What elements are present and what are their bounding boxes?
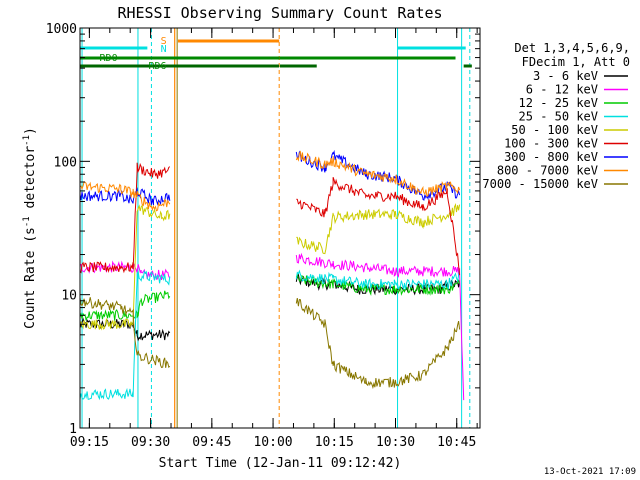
flag-label-n: N xyxy=(161,44,167,55)
legend-label-5: 100 - 300 keV xyxy=(504,137,598,151)
legend-label-7: 800 - 7000 keV xyxy=(497,164,598,178)
series-line-8 xyxy=(79,297,461,390)
series-line-3 xyxy=(79,269,461,401)
y-tick-label-3: 1000 xyxy=(46,22,77,37)
y-axis-label-sup-2: -1 xyxy=(22,135,32,146)
legend-label-4: 50 - 100 keV xyxy=(511,123,598,137)
date-stamp: 13-Oct-2021 17:09 xyxy=(544,467,636,477)
x-tick-label-3: 10:00 xyxy=(253,435,292,450)
y-axis-label: Count Rate (s-1 detector-1) xyxy=(22,127,38,329)
legend-label-6: 300 - 800 keV xyxy=(504,150,598,164)
series-layer xyxy=(79,149,465,401)
series-line-4 xyxy=(79,202,461,331)
legend: Det 1,3,4,5,6,9, FDecim 1, Att 0 3 - 6 k… xyxy=(482,41,630,191)
y-axis-label-main: Count Rate (s xyxy=(23,227,38,329)
y-axis-label-sup-1: -1 xyxy=(22,216,32,227)
legend-header-2: FDecim 1, Att 0 xyxy=(522,55,630,69)
legend-label-8: 7000 - 15000 keV xyxy=(482,177,598,191)
legend-label-2: 12 - 25 keV xyxy=(519,96,598,110)
flag-label-rd6: RD6 xyxy=(149,61,167,72)
x-tick-label-1: 09:30 xyxy=(131,435,170,450)
plot-frame xyxy=(79,27,481,429)
flag-label-s: S xyxy=(161,36,167,47)
legend-header-1: Det 1,3,4,5,6,9, xyxy=(514,41,630,55)
x-tick-label-6: 10:45 xyxy=(437,435,476,450)
flag-label-rd0: RD0 xyxy=(100,53,118,64)
x-tick-label-2: 09:45 xyxy=(192,435,231,450)
y-axis-label-mid: detector xyxy=(23,146,38,217)
x-axis-label: Start Time (12-Jan-11 09:12:42) xyxy=(159,456,402,471)
chart-title: RHESSI Observing Summary Count Rates xyxy=(117,4,442,22)
x-tick-label-0: 09:15 xyxy=(70,435,109,450)
x-tick-label-5: 10:30 xyxy=(376,435,415,450)
series-line-5 xyxy=(79,162,461,276)
x-tick-label-4: 10:15 xyxy=(315,435,354,450)
flag-bars: SN RD0 RD6 xyxy=(80,28,472,428)
legend-label-0: 3 - 6 keV xyxy=(533,69,598,83)
y-tick-label-2: 100 xyxy=(54,155,77,170)
legend-label-3: 25 - 50 keV xyxy=(519,110,598,124)
y-axis-label-end: ) xyxy=(23,127,38,135)
y-tick-label-1: 10 xyxy=(61,289,77,304)
legend-label-1: 6 - 12 keV xyxy=(526,83,598,97)
plot-axes: 1 10 100 1000 09:15 09:30 09:45 10:00 10:15 10:30… xyxy=(46,22,481,450)
y-axis-label-group: Count Rate (s-1 detector-1) xyxy=(22,127,38,329)
y-tick-label-0: 1 xyxy=(69,422,77,437)
series-line-7 xyxy=(79,150,461,212)
